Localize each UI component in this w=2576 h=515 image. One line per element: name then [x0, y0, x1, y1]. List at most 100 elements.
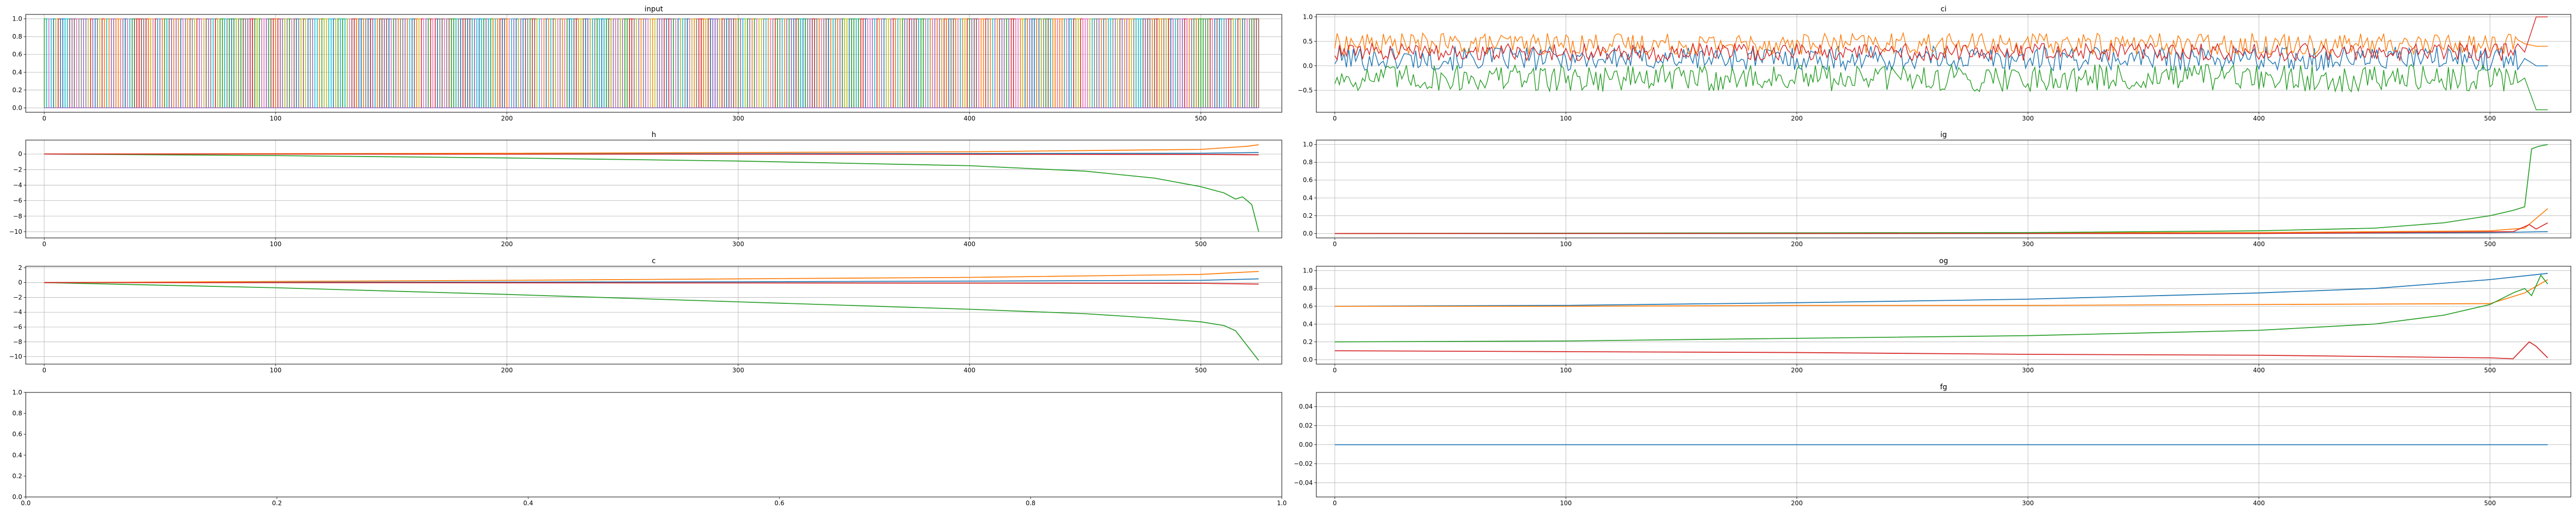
chart-input: 0 100 200 300 400 500 0.0 0.2 0.4 0.6 0.8 1.0 input [12, 5, 1282, 122]
x-tick-label: 300 [2022, 500, 2034, 507]
y-tick-label: 0.8 [12, 33, 22, 40]
x-tick-label: 0 [1333, 367, 1337, 374]
x-tick-label: 500 [2484, 367, 2496, 374]
x-tick-label: 500 [2484, 115, 2496, 122]
y-tick-label: −10 [9, 353, 22, 360]
y-tick-label: 0.04 [1299, 403, 1313, 410]
x-tick-label: 500 [2484, 241, 2496, 248]
x-tick-label: 100 [269, 367, 281, 374]
y-tick-label: −8 [13, 338, 22, 346]
x-tick-label: 300 [2022, 367, 2034, 374]
y-tick-label: 0 [18, 150, 22, 158]
x-tick-label: 100 [1560, 241, 1572, 248]
y-tick-label: 0.02 [1299, 422, 1313, 430]
y-tick-label: 0.0 [12, 493, 22, 501]
x-tick-label: 400 [2253, 241, 2265, 248]
x-tick-label: 0 [42, 367, 46, 374]
plot-area [44, 144, 1259, 232]
chart-title: og [1939, 257, 1948, 265]
x-tick-label: 400 [2253, 500, 2265, 507]
chart-title: ig [1940, 131, 1947, 139]
y-tick-label: −4 [13, 308, 22, 316]
series-line [44, 271, 1259, 283]
y-tick-label: 0.2 [12, 472, 22, 479]
series-line [44, 282, 1259, 361]
y-tick-label: −4 [13, 181, 22, 188]
y-tick-label: 0.5 [1303, 38, 1313, 45]
x-tick-label: 100 [1560, 500, 1572, 507]
series-line [1334, 63, 2548, 110]
x-tick-label: 0 [42, 241, 46, 248]
x-tick-label: 0.2 [272, 500, 282, 507]
y-tick-label: 0.8 [1303, 285, 1313, 292]
chart-c: 0 100 200 300 400 500 −10 −8 −6 −4 −2 0 2 c [9, 257, 1282, 374]
y-tick-label: 0.2 [1303, 338, 1313, 346]
series-line [1256, 18, 1259, 108]
x-tick-label: 300 [732, 241, 744, 248]
y-tick-label: 0.6 [1303, 177, 1313, 184]
x-tick-label: 500 [1195, 367, 1207, 374]
series-line [44, 153, 1259, 232]
series-line [44, 278, 1259, 283]
x-tick-label: 200 [1791, 500, 1803, 507]
x-tick-label: 100 [1560, 367, 1572, 374]
y-tick-label: 0.0 [1303, 230, 1313, 237]
y-tick-label: 0.2 [1303, 212, 1313, 219]
x-tick-label: 0.0 [21, 500, 30, 507]
y-tick-label: 0.6 [12, 51, 22, 58]
chart-title: ci [1941, 5, 1947, 13]
series-line [1334, 31, 2548, 56]
x-tick-label: 100 [269, 115, 281, 122]
x-tick-label: 200 [501, 367, 513, 374]
series-line [1334, 222, 2548, 234]
x-tick-label: 1.0 [1277, 500, 1286, 507]
axes-frame [25, 266, 1282, 365]
series-line [1334, 274, 2548, 342]
y-tick-label: 0.4 [1303, 194, 1313, 201]
series-line [44, 144, 1259, 155]
series-line [1334, 279, 2548, 307]
chart-h: 0 100 200 300 400 500 −10 −8 −6 −4 −2 0 h [9, 131, 1282, 248]
x-tick-label: 300 [2022, 115, 2034, 122]
plot-area [1334, 272, 2548, 359]
axes-frame [1316, 266, 2571, 365]
chart-title: fg [1940, 383, 1947, 391]
y-tick-label: 1.0 [12, 15, 22, 23]
plot-area [1334, 16, 2548, 110]
chart-title: c [652, 257, 656, 265]
y-tick-label: 0.8 [12, 410, 22, 417]
x-tick-label: 0 [1333, 500, 1337, 507]
x-tick-label: 300 [2022, 241, 2034, 248]
y-tick-label: −6 [13, 323, 22, 331]
y-tick-label: −8 [13, 213, 22, 220]
x-tick-label: 500 [1195, 115, 1207, 122]
y-tick-label: 0.0 [1303, 62, 1313, 70]
axes-frame [1316, 392, 2571, 497]
x-tick-label: 0 [1333, 115, 1337, 122]
y-tick-label: 1.0 [1303, 267, 1313, 274]
plot-area [44, 18, 1259, 109]
x-tick-label: 300 [732, 115, 744, 122]
chart-ci: 0 100 200 300 400 500 −0.5 0.0 0.5 1.0 ci [1298, 5, 2571, 122]
series-line [1334, 272, 2548, 307]
x-tick-label: 0 [1333, 241, 1337, 248]
y-tick-label: −0.04 [1294, 479, 1313, 486]
y-tick-label: 0.00 [1299, 441, 1313, 449]
y-tick-label: −6 [13, 197, 22, 204]
x-tick-label: 400 [963, 367, 975, 374]
y-tick-label: −0.5 [1298, 87, 1313, 94]
y-tick-label: 0.4 [12, 68, 22, 76]
y-tick-label: 0 [18, 279, 22, 286]
series-line [44, 282, 1259, 285]
y-tick-label: 1.0 [1303, 141, 1313, 148]
plot-area [1334, 144, 2548, 234]
chart-empty: 0.0 0.2 0.4 0.6 0.8 1.0 0.0 0.2 0.4 0.6 0.8 1.0 [12, 389, 1287, 507]
y-tick-label: −2 [13, 166, 22, 173]
x-tick-label: 100 [1560, 115, 1572, 122]
x-tick-label: 0.4 [523, 500, 533, 507]
x-tick-label: 200 [1791, 115, 1803, 122]
y-tick-label: 0.6 [1303, 303, 1313, 310]
y-tick-label: 0.6 [12, 431, 22, 438]
x-tick-label: 0.8 [1026, 500, 1036, 507]
